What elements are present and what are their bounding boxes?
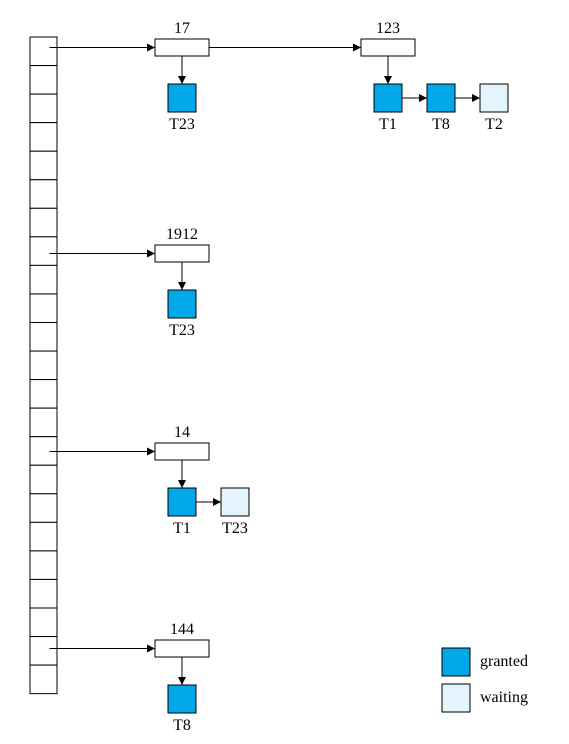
transaction-label: T8 (173, 717, 191, 734)
hash-bucket (29, 236, 58, 266)
transaction-label: T1 (379, 116, 397, 133)
request-granted (167, 289, 197, 319)
hash-bucket (29, 436, 58, 466)
hash-bucket (29, 664, 58, 695)
hash-bucket (29, 93, 58, 124)
transaction-label: T23 (169, 322, 195, 339)
hash-bucket (29, 207, 58, 238)
hash-bucket (29, 179, 58, 209)
lock-item-box (154, 244, 210, 263)
hash-bucket (29, 36, 58, 67)
request-waiting (220, 487, 250, 517)
legend-label-waiting: waiting (480, 689, 528, 706)
request-queue-arrow-head (419, 94, 427, 102)
hash-bucket (29, 407, 58, 438)
transaction-label: T2 (485, 116, 503, 133)
hash-bucket (29, 578, 58, 609)
hash-bucket (29, 521, 58, 552)
hash-bucket (29, 379, 58, 409)
chain-arrow-head (353, 43, 361, 52)
hash-bucket (29, 464, 58, 495)
lock-item-label: 14 (174, 424, 190, 441)
hash-bucket (29, 150, 58, 181)
hash-bucket (29, 65, 58, 95)
hash-bucket (29, 322, 58, 352)
chain-arrow-head (147, 447, 155, 456)
lock-item-box (154, 38, 210, 57)
item-to-request-arrow-head (178, 76, 186, 84)
transaction-label: T1 (173, 520, 191, 537)
request-granted (167, 487, 197, 517)
hash-bucket (29, 636, 58, 666)
hash-bucket (29, 493, 58, 523)
lock-item-box (360, 38, 416, 57)
lock-item-label: 17 (174, 20, 190, 37)
legend-label-granted: granted (480, 653, 528, 670)
lock-item-label: 1912 (166, 226, 198, 243)
item-to-request-arrow-head (178, 677, 186, 685)
hash-bucket (29, 293, 58, 324)
lock-item-label: 144 (170, 621, 194, 638)
item-to-request-arrow-head (178, 480, 186, 488)
request-granted (167, 684, 197, 714)
request-granted (373, 83, 403, 113)
request-granted (426, 83, 456, 113)
request-queue-arrow-head (472, 94, 480, 102)
lock-item-box (154, 442, 210, 461)
item-to-request-arrow-head (384, 76, 392, 84)
request-waiting (479, 83, 509, 113)
hash-bucket (29, 264, 58, 295)
lock-item-box (154, 639, 210, 658)
transaction-label: T8 (432, 116, 450, 133)
hash-bucket (29, 607, 58, 638)
request-granted (167, 83, 197, 113)
item-to-request-arrow-head (178, 282, 186, 290)
chain-arrow-head (147, 43, 155, 52)
chain-arrow-head (147, 249, 155, 258)
legend-swatch-granted (441, 647, 471, 677)
hash-bucket (29, 350, 58, 381)
transaction-label: T23 (222, 520, 248, 537)
legend-swatch-waiting (441, 683, 471, 713)
lock-item-label: 123 (376, 20, 400, 37)
request-queue-arrow-head (213, 498, 221, 506)
chain-arrow-head (147, 644, 155, 653)
transaction-label: T23 (169, 116, 195, 133)
hash-bucket (29, 122, 58, 152)
hash-bucket (29, 550, 58, 580)
